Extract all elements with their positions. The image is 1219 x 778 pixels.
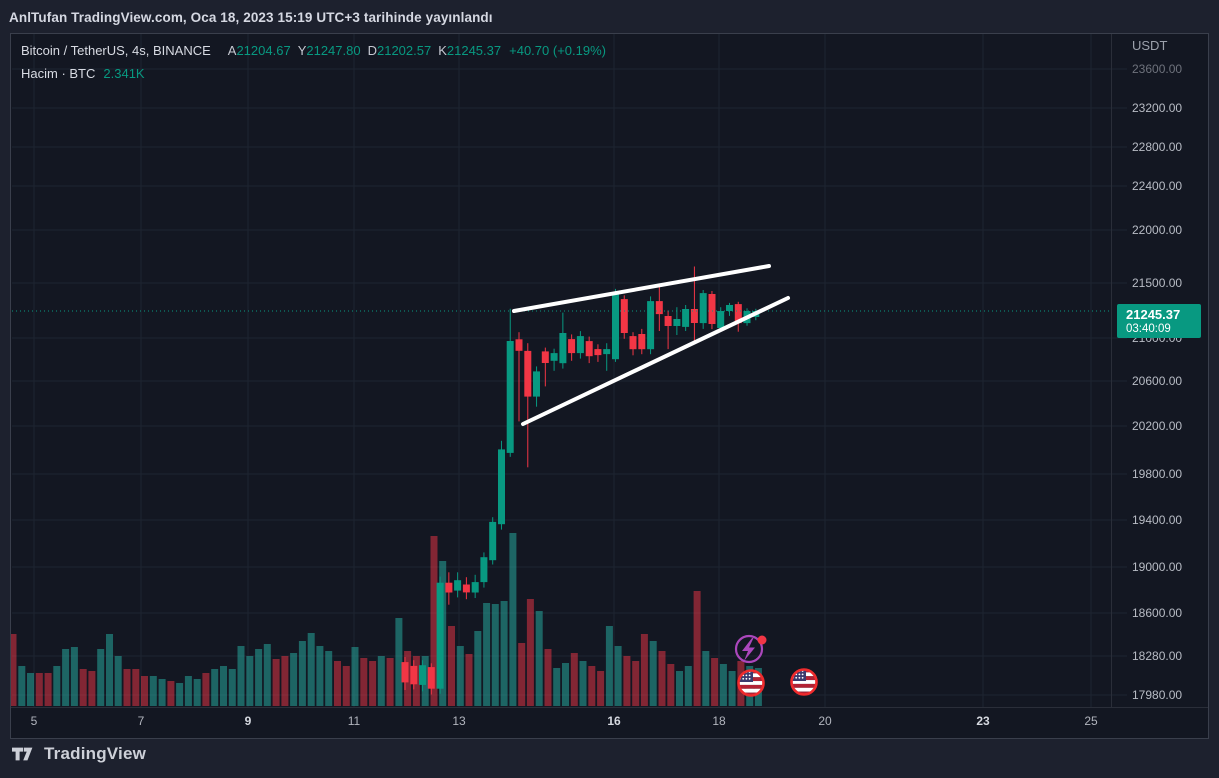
us-flag-event-icon[interactable] (737, 669, 765, 697)
ohlc-value: 21204.67 (236, 43, 291, 58)
price-tick-label: 23200.00 (1132, 101, 1183, 115)
candlestick-chart-canvas[interactable] (11, 34, 1208, 738)
time-scale[interactable]: 5 7 9 11 13 16 18 20 23 25 (11, 707, 1208, 738)
ohlc-value: 21247.80 (306, 43, 361, 58)
ohlc-key: Y (297, 43, 307, 58)
bar-countdown: 03:40:09 (1126, 323, 1171, 335)
signal-lightning-icon[interactable] (734, 634, 767, 664)
tradingview-logo[interactable]: TradingView (12, 744, 146, 764)
chart-widget: Bitcoin / TetherUS, 4s, BINANCE A21204.6… (10, 33, 1209, 739)
time-tick-label: 13 (452, 714, 466, 728)
last-price-value: 21245.37 (1126, 307, 1181, 322)
time-tick-label: 16 (607, 714, 621, 728)
price-tick-label: 20600.00 (1132, 374, 1183, 388)
change-value: +40.70 (+0.19%) (509, 43, 606, 58)
volume-value: 2.341K (103, 66, 145, 81)
trendlines (512, 264, 790, 426)
time-tick-label: 5 (30, 714, 38, 728)
price-tick-label: 17980.00 (1132, 688, 1183, 702)
price-tick-label: 18280.00 (1132, 649, 1183, 663)
time-tick-label: 18 (712, 714, 726, 728)
volume-label[interactable]: Hacim · BTC (21, 66, 96, 81)
time-tick-label: 25 (1084, 714, 1098, 728)
time-tick-label: 7 (137, 714, 145, 728)
ohlc-key: D (367, 43, 377, 58)
chart-legend: Bitcoin / TetherUS, 4s, BINANCE A21204.6… (21, 44, 606, 90)
ohlc-value: 21245.37 (446, 43, 502, 58)
price-scale-currency: USDT (1132, 38, 1168, 53)
price-tick-label: 22400.00 (1132, 179, 1183, 193)
price-tick-label: 19800.00 (1132, 467, 1183, 481)
event-icons (734, 634, 818, 697)
time-tick-label: 23 (976, 714, 990, 728)
tradingview-logo-text: TradingView (44, 744, 147, 763)
time-tick-label: 9 (244, 714, 252, 728)
price-tick-label: 21500.00 (1132, 276, 1183, 290)
price-scale[interactable]: USDT 23600.00 23200.00 22800.00 22400.00 220… (1111, 34, 1208, 707)
symbol-title[interactable]: Bitcoin / TetherUS, 4s, BINANCE (21, 43, 211, 58)
publish-byline: AnlTufan TradingView.com, Oca 18, 2023 1… (9, 10, 493, 25)
ohlc-key: A (227, 43, 237, 58)
candlesticks (401, 266, 760, 695)
chart-grid (12, 34, 1127, 707)
price-tick-label: 18600.00 (1132, 606, 1183, 620)
last-price-label: 21245.37 03:40:09 (1117, 304, 1201, 338)
price-tick-label: 19000.00 (1132, 560, 1183, 574)
ohlc-values: A21204.67 Y21247.80 D21202.57 K21245.37 (221, 44, 501, 57)
volume-histogram (11, 533, 762, 706)
time-tick-label: 20 (818, 714, 832, 728)
price-tick-label: 20200.00 (1132, 419, 1183, 433)
ohlc-key: K (438, 43, 447, 58)
us-flag-event-icon[interactable] (790, 668, 818, 696)
notification-dot (757, 635, 767, 645)
price-tick-label: 22000.00 (1132, 223, 1183, 237)
time-tick-label: 11 (347, 714, 361, 728)
price-tick-label: 23600.00 (1132, 62, 1183, 76)
price-tick-label: 22800.00 (1132, 140, 1183, 154)
tradingview-logo-icon (12, 747, 33, 761)
legend-row-symbol: Bitcoin / TetherUS, 4s, BINANCE A21204.6… (21, 44, 606, 57)
legend-row-volume: Hacim · BTC 2.341K (21, 67, 606, 80)
price-tick-label: 19400.00 (1132, 513, 1183, 527)
ohlc-value: 21202.57 (376, 43, 432, 58)
